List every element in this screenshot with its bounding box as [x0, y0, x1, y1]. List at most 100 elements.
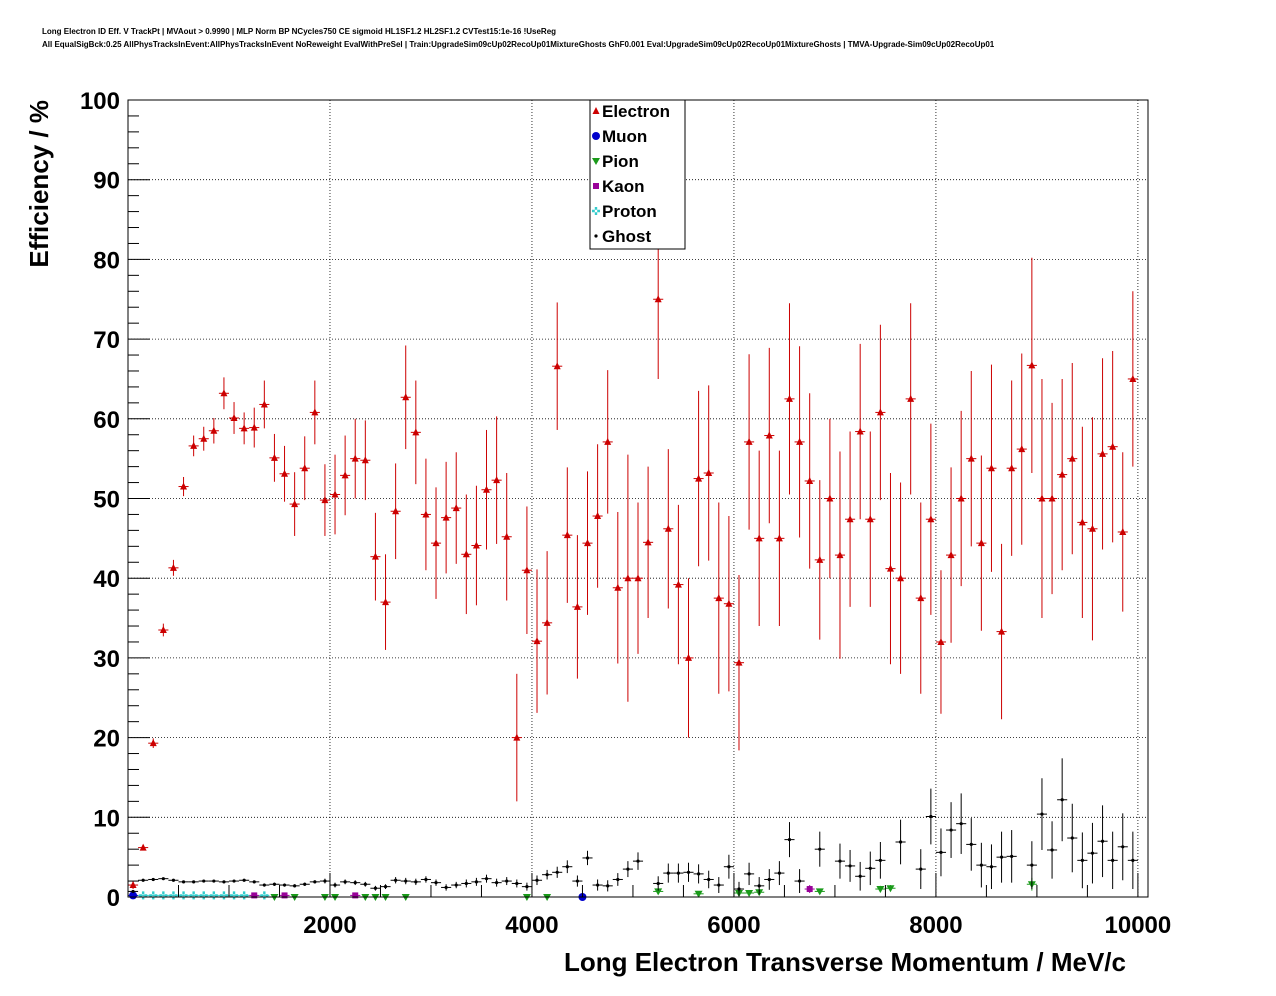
data-point-kaon — [251, 892, 258, 899]
data-point-ghost — [676, 871, 680, 875]
data-point-electron — [1008, 464, 1016, 472]
data-point-electron — [785, 394, 793, 402]
data-point-electron — [169, 563, 177, 571]
data-point-proton — [219, 891, 228, 900]
data-point-electron — [149, 739, 157, 747]
data-point-electron — [190, 441, 198, 449]
data-point-ghost — [919, 867, 923, 871]
data-point-ghost — [171, 878, 176, 882]
data-point-ghost — [626, 867, 630, 871]
data-point-proton — [139, 891, 148, 900]
data-point-electron — [392, 507, 400, 515]
data-point-ghost — [363, 882, 367, 886]
x-tick-label: 10000 — [1105, 912, 1172, 939]
data-point-pion — [815, 888, 824, 896]
data-point-ghost — [797, 879, 802, 883]
data-point-electron — [260, 400, 268, 408]
data-point-electron — [866, 515, 874, 523]
data-point-electron — [533, 637, 541, 645]
y-tick-label: 90 — [93, 168, 120, 195]
data-point-electron — [1058, 470, 1066, 478]
data-point-ghost — [1060, 798, 1064, 802]
y-tick-label: 100 — [80, 88, 120, 115]
data-point-ghost — [1030, 863, 1034, 867]
legend-marker-pion — [592, 158, 600, 165]
y-tick-label: 40 — [93, 566, 120, 593]
data-point-electron — [1018, 445, 1026, 453]
data-point-ghost — [777, 871, 781, 875]
data-point-ghost — [242, 878, 246, 882]
series-pion — [269, 877, 1037, 901]
data-point-ghost — [878, 858, 882, 862]
x-tick-label: 8000 — [909, 912, 962, 939]
y-axis-label: Efficiency / % — [24, 100, 54, 268]
data-point-electron — [200, 434, 208, 442]
data-point-proton — [240, 891, 249, 900]
data-point-ghost — [1080, 858, 1084, 862]
data-point-ghost — [1111, 858, 1115, 862]
data-point-ghost — [1050, 848, 1054, 852]
data-point-pion — [654, 888, 663, 896]
data-point-ghost — [555, 870, 559, 874]
data-point-electron — [412, 428, 420, 436]
data-point-ghost — [202, 879, 206, 883]
data-point-ghost — [394, 878, 398, 882]
data-point-ghost — [343, 880, 347, 884]
x-tick-label: 4000 — [505, 912, 558, 939]
data-point-electron — [957, 494, 965, 502]
legend-label-kaon: Kaon — [602, 177, 645, 196]
y-tick-label: 50 — [93, 487, 120, 514]
data-point-electron — [705, 468, 713, 476]
data-point-electron — [493, 476, 501, 484]
data-point-electron — [897, 574, 905, 582]
data-layer — [128, 219, 1138, 901]
data-point-electron — [1028, 361, 1036, 369]
data-point-ghost — [181, 880, 186, 884]
data-point-ghost — [969, 842, 973, 846]
data-point-kaon — [806, 886, 813, 893]
data-point-ghost — [838, 859, 842, 863]
data-point-ghost — [1121, 845, 1125, 849]
data-point-ghost — [636, 859, 640, 863]
data-point-ghost — [747, 872, 751, 876]
data-point-electron — [775, 534, 783, 542]
data-point-ghost — [666, 871, 670, 875]
data-point-electron — [139, 843, 147, 851]
data-point-ghost — [596, 883, 600, 887]
series-kaon — [249, 885, 815, 899]
data-point-electron — [1078, 518, 1086, 526]
legend-label-muon: Muon — [602, 127, 647, 146]
data-point-ghost — [484, 877, 489, 881]
series-ghost — [128, 758, 1138, 897]
data-point-electron — [230, 414, 238, 422]
data-point-electron — [523, 566, 531, 574]
data-point-electron — [917, 594, 925, 602]
data-point-ghost — [1100, 839, 1105, 843]
data-point-electron — [796, 437, 804, 445]
data-point-electron — [129, 881, 137, 889]
data-point-electron — [644, 538, 652, 546]
legend-marker-muon — [592, 132, 600, 140]
data-point-electron — [573, 602, 581, 610]
data-point-ghost — [1040, 812, 1044, 816]
data-point-electron — [826, 494, 834, 502]
data-point-electron — [967, 454, 975, 462]
data-point-electron — [977, 539, 985, 547]
data-point-electron — [624, 574, 632, 582]
data-point-ghost — [151, 877, 155, 882]
data-point-electron — [331, 490, 339, 498]
data-point-pion — [876, 886, 885, 894]
data-point-ghost — [989, 865, 994, 869]
data-point-electron — [584, 539, 592, 547]
data-point-ghost — [939, 850, 943, 854]
data-point-ghost — [999, 855, 1004, 859]
data-point-electron — [937, 637, 945, 645]
data-point-ghost — [323, 879, 327, 883]
data-point-electron — [382, 598, 390, 606]
y-tick-label: 10 — [93, 805, 120, 832]
data-point-electron — [291, 500, 299, 508]
data-point-electron — [886, 564, 894, 572]
y-tick-label: 60 — [93, 407, 120, 434]
data-point-electron — [513, 733, 521, 741]
data-point-ghost — [868, 866, 872, 870]
